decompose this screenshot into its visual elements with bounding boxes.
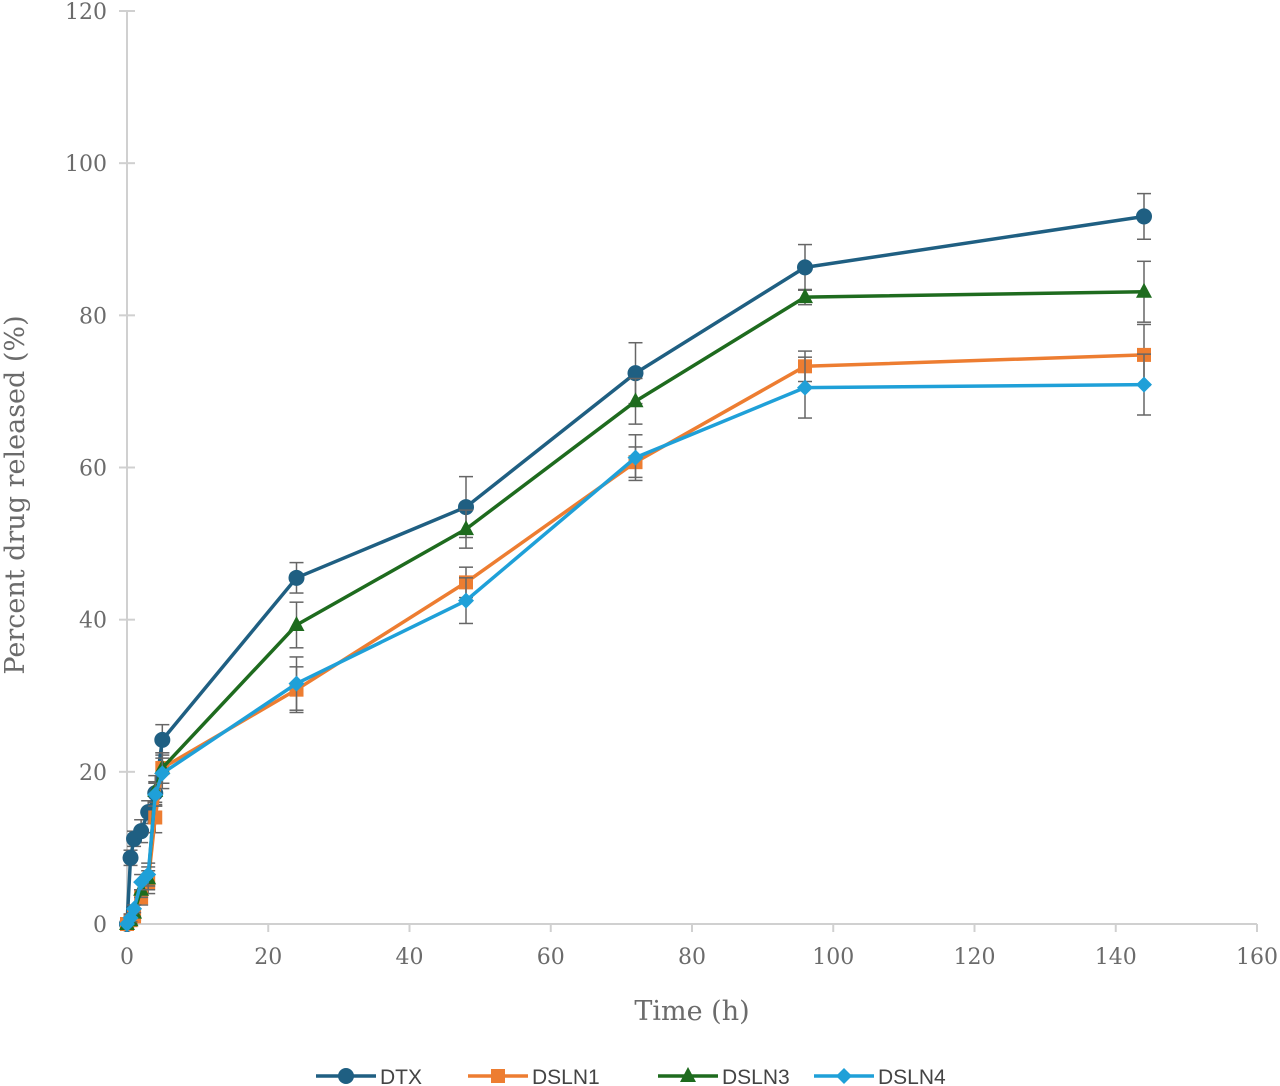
data-point xyxy=(627,365,644,382)
data-point xyxy=(458,592,474,609)
data-point xyxy=(154,765,171,782)
x-tick-label: 160 xyxy=(1236,945,1278,970)
series-dsln4 xyxy=(119,353,1152,932)
data-point xyxy=(133,823,150,840)
y-axis-label: Percent drug released (%) xyxy=(0,315,31,674)
data-point xyxy=(288,675,305,692)
series-line xyxy=(125,214,1145,925)
data-point xyxy=(458,520,474,536)
data-point xyxy=(797,288,813,304)
axes: 0 20 40 60 80 100 120 140 160 0 20 40 60 80 100 120 xyxy=(65,0,1278,970)
data-point xyxy=(1136,282,1152,298)
legend-label: DTX xyxy=(380,1066,422,1086)
x-axis-label: Time (h) xyxy=(634,996,749,1027)
legend-item-dsln3: DSLN3 xyxy=(658,1066,790,1086)
data-point xyxy=(458,499,474,516)
data-point xyxy=(288,615,305,631)
legend-label: DSLN1 xyxy=(532,1066,600,1086)
x-tick-label: 100 xyxy=(812,945,854,970)
legend-marker xyxy=(491,1069,505,1083)
legend: DTX DSLN1 DSLN3 DSLN4 xyxy=(316,1066,946,1086)
data-point xyxy=(126,900,143,917)
data-point xyxy=(1136,208,1152,225)
data-point xyxy=(627,392,644,408)
data-point xyxy=(1136,376,1152,393)
data-point xyxy=(797,379,813,396)
legend-item-dsln1: DSLN1 xyxy=(468,1066,600,1086)
legend-label: DSLN4 xyxy=(878,1066,946,1086)
data-point xyxy=(797,259,813,276)
x-tick-label: 0 xyxy=(120,945,134,970)
y-tick-label: 0 xyxy=(93,913,107,938)
data-point xyxy=(154,731,171,748)
plot-area xyxy=(119,192,1152,932)
y-tick-label: 60 xyxy=(79,457,107,482)
x-tick-label: 120 xyxy=(954,945,996,970)
legend-label: DSLN3 xyxy=(722,1066,790,1086)
legend-marker xyxy=(836,1068,852,1084)
x-tick-label: 20 xyxy=(254,945,282,970)
y-tick-label: 100 xyxy=(65,152,107,177)
data-point xyxy=(122,849,139,866)
x-tick-label: 80 xyxy=(678,945,706,970)
legend-item-dtx: DTX xyxy=(316,1066,422,1086)
y-tick-label: 20 xyxy=(79,761,107,786)
data-point xyxy=(288,569,305,586)
legend-marker xyxy=(680,1067,696,1082)
error-bars xyxy=(123,353,1151,923)
error-bars xyxy=(123,323,1151,925)
y-tick-label: 40 xyxy=(79,609,107,634)
x-tick-label: 60 xyxy=(537,945,565,970)
data-point xyxy=(147,786,164,803)
data-point xyxy=(627,449,644,466)
series-dtx xyxy=(119,192,1152,932)
x-tick-label: 140 xyxy=(1095,945,1137,970)
data-point xyxy=(140,866,157,883)
y-tick-label: 120 xyxy=(65,0,107,25)
legend-item-dsln4: DSLN4 xyxy=(814,1066,946,1086)
legend-marker xyxy=(338,1068,354,1084)
x-tick-label: 40 xyxy=(396,945,424,970)
y-tick-label: 80 xyxy=(79,304,107,329)
